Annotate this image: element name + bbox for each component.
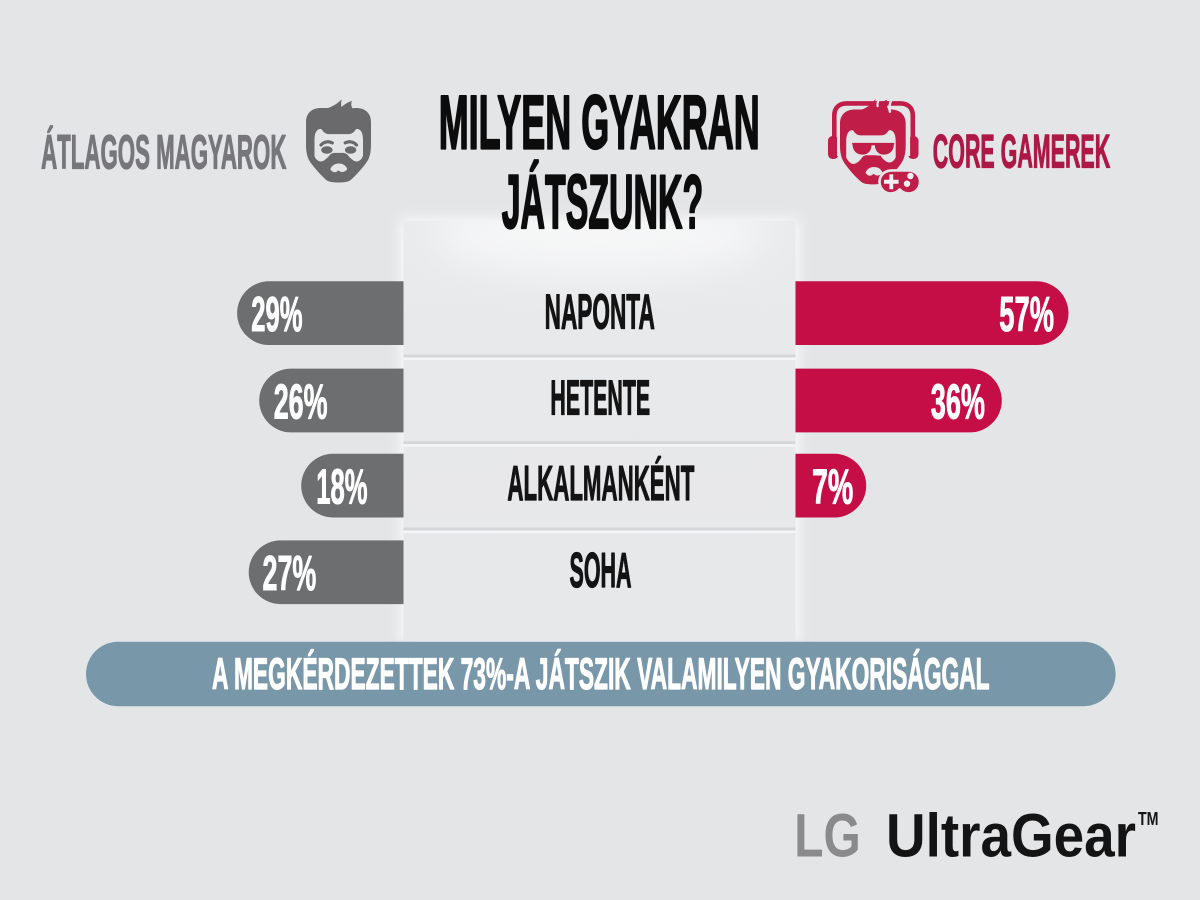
svg-text:36%: 36%: [931, 374, 985, 429]
svg-text:CORE GAMEREK: CORE GAMEREK: [933, 126, 1110, 179]
svg-text:18%: 18%: [316, 460, 367, 515]
svg-text:TM: TM: [1138, 808, 1159, 829]
svg-text:A MEGKÉRDEZETTEK 73%-A JÁTSZIK: A MEGKÉRDEZETTEK 73%-A JÁTSZIK VALAMILYE…: [212, 649, 990, 699]
svg-text:LG: LG: [794, 802, 861, 870]
svg-text:29%: 29%: [251, 287, 302, 342]
svg-text:27%: 27%: [263, 546, 317, 601]
svg-text:SOHA: SOHA: [570, 543, 632, 598]
svg-text:UltraGear: UltraGear: [886, 802, 1136, 870]
svg-text:HETENTE: HETENTE: [550, 371, 650, 426]
svg-text:26%: 26%: [274, 374, 328, 429]
svg-text:7%: 7%: [812, 460, 853, 515]
svg-text:MILYEN GYAKRAN: MILYEN GYAKRAN: [439, 81, 760, 166]
svg-text:ÁTLAGOS MAGYAROK: ÁTLAGOS MAGYAROK: [41, 125, 287, 179]
svg-text:ALKALMANKÉNT: ALKALMANKÉNT: [507, 455, 694, 511]
svg-text:57%: 57%: [999, 287, 1054, 342]
svg-text:NAPONTA: NAPONTA: [545, 285, 655, 340]
svg-text:JÁTSZUNK?: JÁTSZUNK?: [502, 160, 704, 245]
